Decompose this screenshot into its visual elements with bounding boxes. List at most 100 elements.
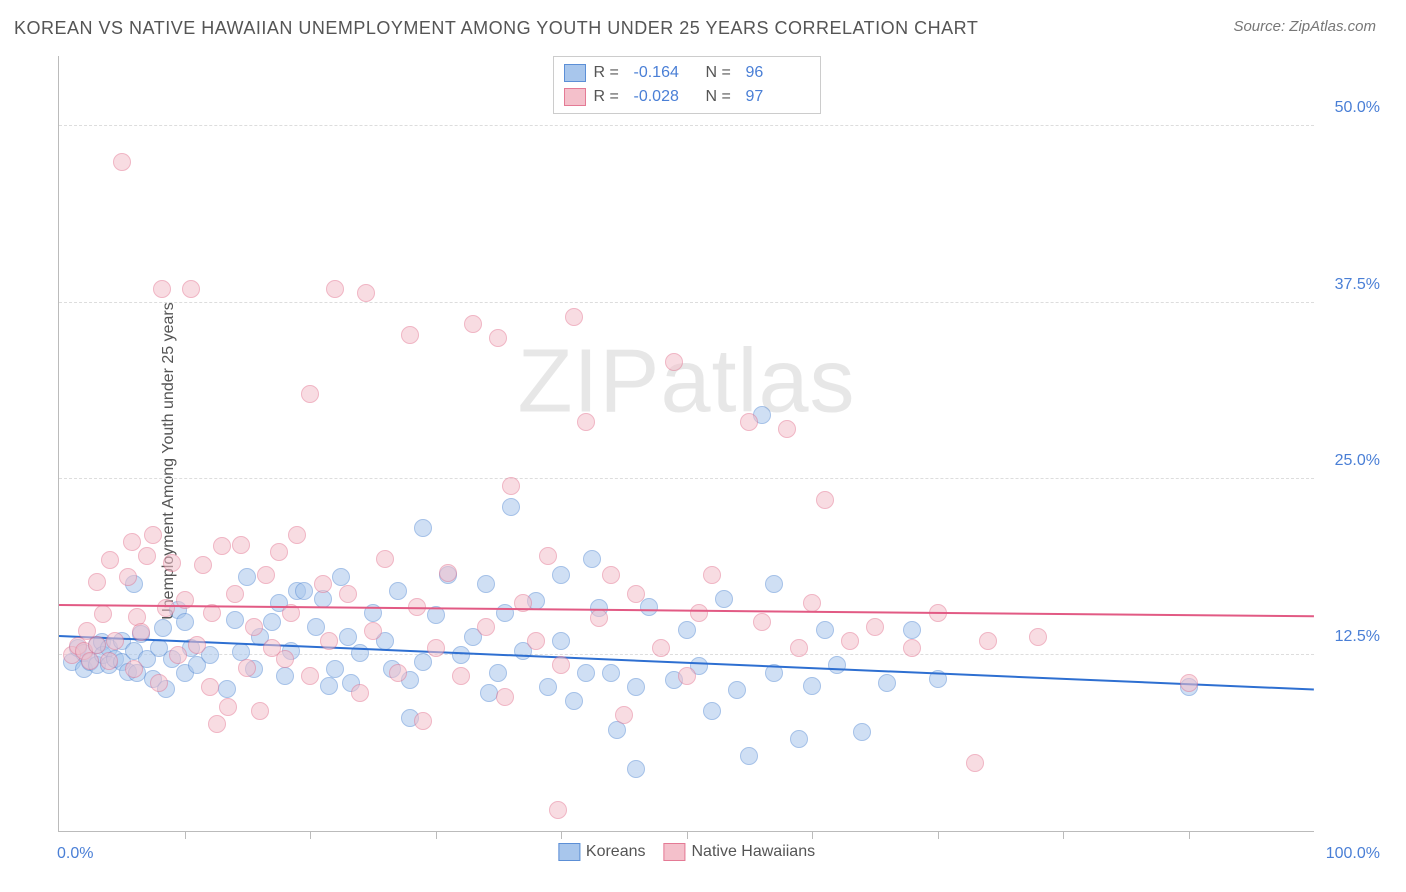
data-point [816, 621, 834, 639]
data-point [583, 550, 601, 568]
data-point [163, 554, 181, 572]
x-min-label: 0.0% [57, 845, 93, 863]
data-point [301, 385, 319, 403]
data-point [816, 491, 834, 509]
source-label: Source: ZipAtlas.com [1233, 18, 1376, 35]
trend-line [59, 604, 1314, 617]
data-point [539, 547, 557, 565]
data-point [765, 575, 783, 593]
x-max-label: 100.0% [1326, 845, 1380, 863]
data-point [539, 678, 557, 696]
chart-container: Unemployment Among Youth under 25 years … [14, 50, 1386, 872]
data-point [219, 698, 237, 716]
data-point [439, 564, 457, 582]
legend-item: Native Hawaiians [663, 843, 815, 861]
data-point [332, 568, 350, 586]
data-point [565, 692, 583, 710]
data-point [1029, 628, 1047, 646]
data-point [477, 618, 495, 636]
data-point [414, 712, 432, 730]
data-point [740, 413, 758, 431]
data-point [251, 702, 269, 720]
data-point [790, 639, 808, 657]
legend-item: Koreans [558, 843, 646, 861]
n-value: 97 [746, 85, 810, 109]
data-point [790, 730, 808, 748]
n-label: N = [706, 85, 738, 109]
data-point [100, 652, 118, 670]
data-point [295, 582, 313, 600]
x-tick [812, 831, 813, 839]
series-legend: Koreans Native Hawaiians [558, 843, 815, 861]
data-point [703, 566, 721, 584]
data-point [153, 280, 171, 298]
data-point [326, 660, 344, 678]
data-point [389, 664, 407, 682]
n-label: N = [706, 61, 738, 85]
data-point [565, 308, 583, 326]
plot-area: ZIPatlas R =-0.164N =96R =-0.028N =97 0.… [58, 56, 1314, 832]
data-point [123, 533, 141, 551]
data-point [238, 659, 256, 677]
gridline [59, 125, 1314, 126]
data-point [903, 621, 921, 639]
x-tick [185, 831, 186, 839]
data-point [81, 652, 99, 670]
correlation-legend: R =-0.164N =96R =-0.028N =97 [553, 56, 821, 114]
data-point [489, 329, 507, 347]
data-point [125, 660, 143, 678]
data-point [627, 760, 645, 778]
data-point [496, 688, 514, 706]
data-point [301, 667, 319, 685]
data-point [314, 575, 332, 593]
data-point [615, 706, 633, 724]
data-point [320, 632, 338, 650]
data-point [389, 582, 407, 600]
legend-swatch [564, 88, 586, 106]
data-point [364, 622, 382, 640]
data-point [552, 656, 570, 674]
data-point [401, 326, 419, 344]
data-point [138, 547, 156, 565]
data-point [828, 656, 846, 674]
data-point [590, 609, 608, 627]
data-point [496, 604, 514, 622]
data-point [627, 585, 645, 603]
data-point [276, 650, 294, 668]
data-point [357, 284, 375, 302]
data-point [339, 585, 357, 603]
data-point [803, 594, 821, 612]
data-point [176, 613, 194, 631]
data-point [527, 632, 545, 650]
y-tick-label: 12.5% [1320, 628, 1380, 646]
data-point [213, 537, 231, 555]
x-tick [561, 831, 562, 839]
data-point [866, 618, 884, 636]
data-point [452, 646, 470, 664]
data-point [1180, 674, 1198, 692]
data-point [690, 604, 708, 622]
data-point [703, 702, 721, 720]
data-point [502, 477, 520, 495]
data-point [966, 754, 984, 772]
data-point [577, 664, 595, 682]
data-point [803, 677, 821, 695]
data-point [627, 678, 645, 696]
data-point [88, 573, 106, 591]
y-tick-label: 50.0% [1320, 99, 1380, 117]
r-value: -0.028 [634, 85, 698, 109]
gridline [59, 478, 1314, 479]
data-point [602, 566, 620, 584]
data-point [320, 677, 338, 695]
data-point [94, 605, 112, 623]
data-point [144, 526, 162, 544]
legend-swatch [663, 843, 685, 861]
x-tick [938, 831, 939, 839]
y-tick-label: 37.5% [1320, 276, 1380, 294]
data-point [477, 575, 495, 593]
gridline [59, 302, 1314, 303]
data-point [414, 519, 432, 537]
data-point [903, 639, 921, 657]
data-point [218, 680, 236, 698]
data-point [552, 632, 570, 650]
